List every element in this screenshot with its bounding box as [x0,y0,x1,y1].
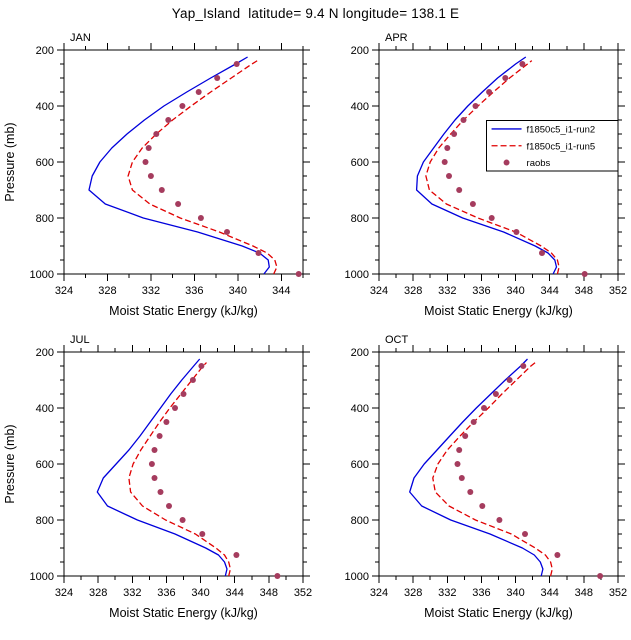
svg-text:344: 344 [226,587,244,599]
svg-text:200: 200 [36,45,54,57]
x-axis-title: Moist Static Energy (kJ/kg) [424,606,573,620]
month-label: JAN [70,32,91,44]
legend-label-raobs: raobs [527,158,551,169]
y-axis: 200 400 600 800 1000 [345,347,625,583]
run2-line [96,358,228,577]
x-axis: 324 328 332 336 340 344 348 352 [55,345,312,599]
svg-text:328: 328 [404,285,422,297]
svg-text:340: 340 [506,285,524,297]
run5-line [432,362,553,577]
y-axis-title: Pressure (mb) [3,424,17,503]
x-axis: 324 328 332 336 340 344 348 352 [370,345,627,599]
svg-text:1000: 1000 [345,571,369,583]
svg-text:328: 328 [98,285,116,297]
svg-text:600: 600 [36,157,54,169]
svg-text:1000: 1000 [345,269,369,281]
svg-text:352: 352 [294,587,312,599]
month-label: OCT [385,334,409,346]
svg-text:400: 400 [351,403,369,415]
svg-text:332: 332 [142,285,160,297]
svg-text:340: 340 [506,587,524,599]
svg-text:800: 800 [36,213,54,225]
svg-text:1000: 1000 [30,269,54,281]
svg-text:800: 800 [351,213,369,225]
svg-text:336: 336 [472,587,490,599]
raobs-dots [441,61,588,277]
svg-text:600: 600 [36,459,54,471]
svg-text:344: 344 [272,285,290,297]
panel-oct: 324 328 332 336 340 344 348 352 200 400 600 800 1000… [345,334,628,620]
x-axis: 324 328 332 336 340 344 [55,43,304,297]
legend-raobs-marker [503,159,510,166]
y-axis: 200 400 600 800 1000 [30,45,310,281]
svg-text:352: 352 [609,285,627,297]
raobs-dots [148,363,281,579]
svg-text:400: 400 [36,403,54,415]
run2-line [415,56,558,275]
svg-text:800: 800 [351,515,369,527]
x-axis: 324 328 332 336 340 344 348 352 [370,43,627,297]
svg-text:340: 340 [191,587,209,599]
y-axis-title: Pressure (mb) [3,122,17,201]
svg-text:332: 332 [123,587,141,599]
svg-text:200: 200 [351,347,369,359]
svg-text:1000: 1000 [30,571,54,583]
y-axis: 200 400 600 800 1000 [30,347,310,583]
svg-text:400: 400 [36,101,54,113]
run5-line [128,362,232,577]
svg-text:800: 800 [36,515,54,527]
panel-jan: 324 328 332 336 340 344 200 400 600 800 1000 JAN Moi… [3,32,310,318]
svg-text:200: 200 [351,45,369,57]
svg-text:348: 348 [575,587,593,599]
svg-text:332: 332 [438,285,456,297]
svg-text:328: 328 [89,587,107,599]
svg-text:324: 324 [370,285,388,297]
svg-text:600: 600 [351,157,369,169]
x-axis-title: Moist Static Energy (kJ/kg) [109,304,258,318]
svg-text:336: 336 [157,587,175,599]
svg-text:344: 344 [541,587,559,599]
month-label: JUL [70,334,90,346]
run5-line [425,60,560,275]
svg-text:600: 600 [351,459,369,471]
month-label: APR [385,32,408,44]
panels-grid: 324 328 332 336 340 344 200 400 600 800 1000 JAN Moi… [0,26,631,630]
svg-text:348: 348 [260,587,278,599]
panel-apr: 324 328 332 336 340 344 348 352 200 400 600 800 1000… [345,32,628,318]
run2-line [409,358,544,577]
legend-label-run5: f1850c5_i1-run5 [527,141,596,152]
run5-line [127,60,278,275]
svg-text:336: 336 [185,285,203,297]
x-axis-title: Moist Static Energy (kJ/kg) [109,606,258,620]
run2-line [88,56,270,275]
raobs-dots [454,363,604,579]
plot-box [378,351,619,577]
svg-text:324: 324 [55,587,73,599]
svg-text:336: 336 [472,285,490,297]
y-axis: 200 400 600 800 1000 [345,45,625,281]
svg-text:324: 324 [55,285,73,297]
figure-title: Yap_Island latitude= 9.4 N longitude= 13… [171,6,460,21]
svg-text:340: 340 [229,285,247,297]
svg-text:352: 352 [609,587,627,599]
svg-text:200: 200 [36,347,54,359]
svg-text:332: 332 [438,587,456,599]
raobs-dots [142,61,302,277]
svg-text:400: 400 [351,101,369,113]
x-axis-title: Moist Static Energy (kJ/kg) [424,304,573,318]
svg-text:348: 348 [575,285,593,297]
svg-text:344: 344 [541,285,559,297]
svg-text:328: 328 [404,587,422,599]
panel-jul: 324 328 332 336 340 344 348 352 200 400 600 800 1000… [3,334,312,620]
svg-text:324: 324 [370,587,388,599]
plot-box [63,351,304,577]
legend-label-run2: f1850c5_i1-run2 [527,124,596,135]
